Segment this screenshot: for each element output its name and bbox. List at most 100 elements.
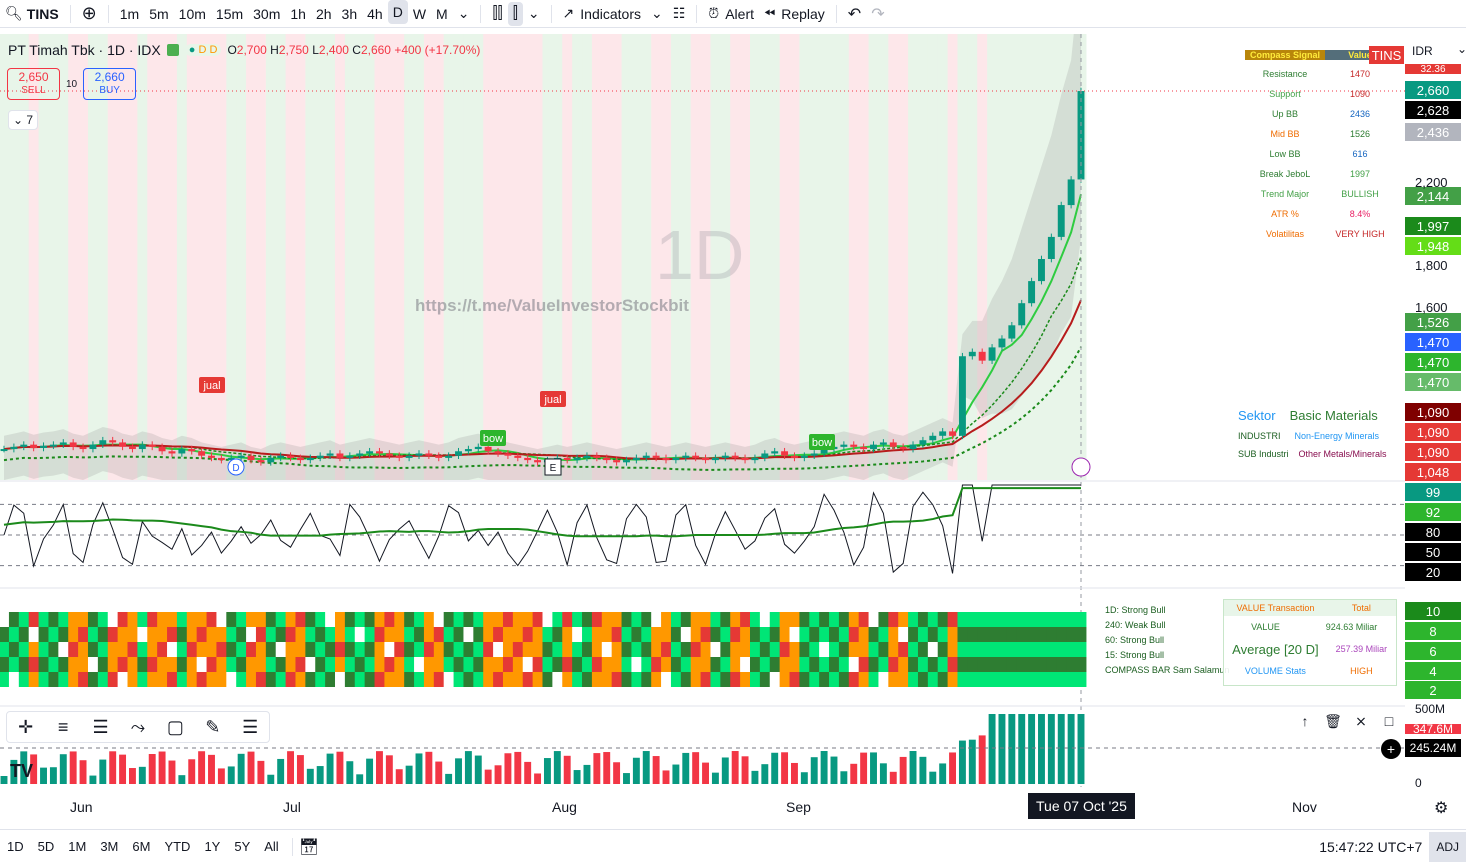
chart-area[interactable]: jual jual bow bow D E: [0, 34, 1405, 787]
alert-button[interactable]: ⏰︎ Alert: [703, 0, 759, 28]
candle: [415, 453, 423, 456]
currency-label[interactable]: IDR: [1412, 44, 1433, 58]
compare-plus-icon[interactable]: ⊕: [81, 3, 97, 23]
adj-button[interactable]: ADJ: [1429, 831, 1466, 862]
chart-canvas[interactable]: jual jual bow bow D E: [0, 34, 1405, 787]
interval-2h[interactable]: 2h: [315, 5, 332, 22]
average-amount: 257.39 Miliar: [1335, 644, 1388, 654]
interval-3h[interactable]: 3h: [341, 5, 358, 22]
add-plus-icon[interactable]: +: [1381, 739, 1401, 759]
trend-band: [374, 34, 385, 480]
text-tool-icon[interactable]: ☰: [242, 716, 259, 737]
heatmap-cell: [1066, 642, 1077, 657]
maximize-icon[interactable]: □: [1384, 713, 1394, 729]
heatmap-cell: [196, 657, 208, 672]
heatmap-cell: [1036, 672, 1047, 687]
interval-10m[interactable]: 10m: [178, 5, 206, 22]
chevron-down-icon[interactable]: ⌄: [457, 5, 470, 21]
interval-W[interactable]: W: [412, 5, 427, 22]
clock[interactable]: 15:47:22 UTC+7: [1319, 838, 1423, 855]
volume-bar: [711, 772, 719, 784]
signal-value: BULLISH: [1341, 189, 1379, 199]
rectangle-tool-icon[interactable]: ▢: [166, 716, 184, 737]
heatmap-label: 6: [1405, 642, 1461, 660]
heatmap-cell: [868, 642, 879, 657]
range-5D[interactable]: 5D: [37, 839, 55, 854]
interval-5m[interactable]: 5m: [149, 5, 169, 22]
bar-style-icon[interactable]: ⫿⫿: [492, 4, 503, 22]
trendline-tool-icon[interactable]: ≡: [57, 716, 69, 737]
range-6M[interactable]: 6M: [132, 839, 151, 854]
candle: [237, 455, 245, 458]
replay-button[interactable]: ⏪︎ Replay: [759, 0, 830, 28]
sell-button[interactable]: 2,650 SELL: [7, 68, 60, 100]
interval-1m[interactable]: 1m: [119, 5, 140, 22]
heatmap-cell: [740, 627, 751, 642]
interval-M[interactable]: M: [436, 5, 448, 22]
heatmap-cell: [542, 642, 553, 657]
candle: [425, 453, 433, 456]
heatmap-cell: [78, 627, 89, 642]
range-3M[interactable]: 3M: [100, 839, 119, 854]
crosshair-tool-icon[interactable]: ✛: [18, 716, 34, 737]
heatmap-cell: [246, 612, 257, 627]
chevron-down-icon[interactable]: ⌄: [650, 5, 663, 21]
event-marker: [1071, 457, 1091, 477]
layout-grid-icon[interactable]: ☷: [672, 5, 686, 21]
move-up-icon[interactable]: ↑: [1301, 713, 1309, 729]
heatmap-cell: [1056, 657, 1067, 672]
range-All[interactable]: All: [264, 839, 279, 854]
heatmap-cell: [344, 672, 356, 687]
candle: [870, 444, 877, 450]
signal-key: Trend Major: [1260, 189, 1310, 199]
candle-style-icon[interactable]: ⫿: [507, 1, 523, 26]
candle: [316, 455, 324, 458]
heatmap-cell: [1066, 657, 1077, 672]
interval-1h[interactable]: 1h: [290, 5, 306, 22]
volume-bar: [662, 770, 670, 784]
heatmap-cell: [157, 672, 168, 687]
time-label: Jun: [70, 799, 93, 815]
interval-D[interactable]: D: [387, 0, 408, 24]
buy-button[interactable]: 2,660 BUY: [83, 68, 137, 100]
range-1Y[interactable]: 1Y: [204, 839, 221, 854]
heatmap-cell: [957, 657, 968, 672]
interval-4h[interactable]: 4h: [367, 5, 383, 22]
interval-15m[interactable]: 15m: [215, 5, 244, 22]
chevron-down-icon[interactable]: ⌄: [527, 5, 540, 21]
range-1D[interactable]: 1D: [7, 839, 24, 854]
bow-marker: [809, 434, 835, 450]
heatmap-cell: [463, 657, 474, 672]
heatmap-cell: [740, 642, 751, 657]
indicator-collapse-button[interactable]: ⌄ 7: [8, 110, 38, 130]
heatmap-cell: [325, 672, 336, 687]
date-range-icon[interactable]: 📅︎: [298, 838, 320, 856]
candle: [958, 356, 966, 436]
fib-tool-icon[interactable]: ☰: [92, 716, 109, 737]
price-axis[interactable]: IDR ⌄ 32.36 2,660 2,628 2,436 2,144 1,997 1,9…: [1381, 34, 1466, 790]
collapse-icon[interactable]: ⨯: [1355, 713, 1367, 729]
time-axis[interactable]: Jun Jul Aug Sep Nov Tue 07 Oct '25: [0, 793, 1466, 821]
interval-30m[interactable]: 30m: [253, 5, 281, 22]
trend-band: [1076, 34, 1087, 480]
bow-marker-label: bow: [483, 433, 503, 445]
heatmap-cell: [374, 642, 385, 657]
range-5Y[interactable]: 5Y: [234, 839, 251, 854]
range-1M[interactable]: 1M: [68, 839, 87, 854]
heatmap-cell: [246, 642, 257, 657]
settings-gear-icon[interactable]: ⚙: [1434, 800, 1449, 817]
trash-icon[interactable]: 🗑︎: [1324, 713, 1342, 729]
redo-icon[interactable]: ↷: [871, 5, 885, 23]
indicators-button[interactable]: ↗ Indicators: [558, 0, 646, 28]
heatmap-cell: [898, 627, 909, 642]
volume-label: VOLUME Stats: [1244, 666, 1306, 676]
pattern-tool-icon[interactable]: ⤳: [130, 716, 146, 737]
brush-tool-icon[interactable]: ✎: [205, 716, 221, 737]
heatmap-cell: [414, 672, 425, 687]
heatmap-cell: [769, 627, 781, 642]
scale-chevron-icon[interactable]: ⌄: [1457, 42, 1466, 56]
undo-icon[interactable]: ↶: [847, 5, 862, 23]
symbol-search[interactable]: 🔍︎ TINS: [0, 0, 64, 28]
heatmap-cell: [236, 612, 247, 627]
range-YTD[interactable]: YTD: [164, 839, 191, 854]
